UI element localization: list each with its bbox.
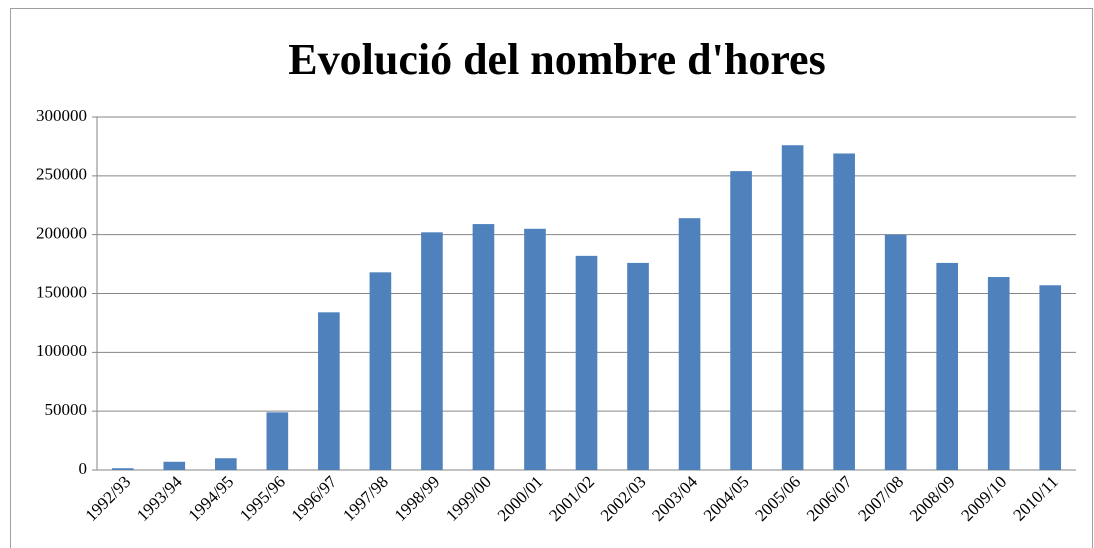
bar (472, 224, 495, 470)
y-tick-label: 300000 (36, 106, 87, 125)
bar (678, 218, 701, 470)
bar (318, 312, 340, 470)
y-tick-label: 200000 (36, 224, 87, 243)
y-tick-label: 100000 (36, 341, 87, 360)
chart-frame (10, 8, 1093, 548)
bar (884, 234, 907, 470)
bar (1039, 285, 1062, 470)
bar (421, 232, 443, 470)
bar (163, 461, 186, 470)
bar (627, 262, 649, 470)
bar (266, 412, 289, 470)
y-tick-label: 250000 (36, 165, 87, 184)
bar (781, 145, 804, 471)
bar (214, 458, 237, 470)
bar (730, 171, 752, 471)
bar (987, 277, 1010, 470)
bar (575, 255, 598, 470)
bar (833, 153, 855, 470)
chart-title: Evolució del nombre d'hores (288, 35, 825, 84)
y-tick-label: 0 (79, 459, 88, 478)
y-tick-label: 150000 (36, 282, 87, 301)
bar (369, 272, 392, 470)
bar (936, 262, 959, 470)
bar (111, 468, 134, 470)
bar (524, 228, 546, 470)
y-tick-label: 50000 (45, 400, 88, 419)
